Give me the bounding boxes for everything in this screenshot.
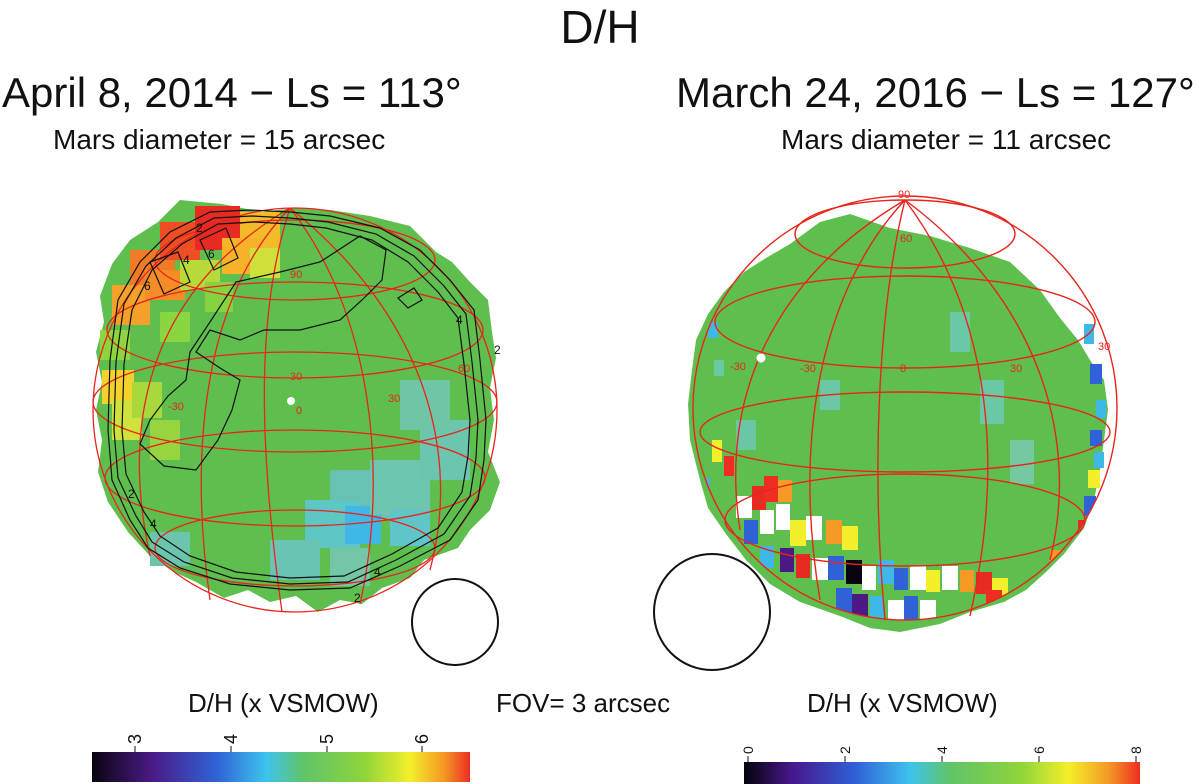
grid-label-0: 0	[900, 363, 906, 375]
contour-label-4-b: 4	[150, 517, 157, 531]
left-colorbar-gradient	[92, 752, 470, 782]
left-contour-labels: 2 6 4 6 2 4 4 2 4 2	[128, 221, 501, 605]
right-colorbar: 0 2 4 6 8	[740, 746, 1144, 784]
right-colorbar-tick-4: 4	[934, 746, 950, 754]
right-colorbar-tick-8: 8	[1128, 746, 1144, 754]
right-colorbar-gradient	[744, 762, 1140, 784]
grid-label-0: 0	[296, 405, 302, 417]
grid-label-90: 90	[290, 269, 302, 281]
grid-label-30-a: 30	[290, 371, 302, 383]
contour-label-4-a: 4	[183, 253, 190, 267]
left-fov-circle	[411, 578, 499, 666]
grid-label-30-b: 30	[388, 393, 400, 405]
contour-label-2-b: 2	[128, 487, 135, 501]
left-contours	[107, 209, 487, 591]
left-colorbar-tick-4: 4	[221, 734, 241, 744]
fov-label: FOV= 3 arcsec	[496, 688, 671, 718]
grid-label-m30: -30	[168, 401, 184, 413]
left-colorbar-tick-5: 5	[317, 734, 337, 744]
contour-label-2-c: 2	[354, 591, 361, 605]
contour-label-4-c: 4	[374, 565, 381, 579]
left-grid	[92, 207, 498, 613]
right-colorbar-tick-6: 6	[1031, 746, 1047, 754]
right-grid-labels: -30 -30 0 30 30 60 90	[730, 189, 1110, 375]
left-mars-map: 2 6 4 6 2 4 4 2 4 2 -30 0 30 30 60 90	[92, 200, 501, 613]
grid-label-60: 60	[900, 233, 912, 245]
contour-label-2-a: 2	[196, 221, 203, 235]
right-colorbar-label: D/H (x VSMOW)	[807, 688, 998, 718]
grid-label-30-b: 30	[1098, 341, 1110, 353]
contour-label-6-b: 6	[144, 279, 151, 293]
right-panel-date: March 24, 2016 − Ls = 127°	[676, 69, 1195, 116]
grid-label-30-a: 30	[1010, 363, 1022, 375]
left-colorbar: 3 4 5 6	[92, 734, 470, 782]
left-grid-labels: -30 0 30 30 60 90	[168, 269, 470, 417]
left-colorbar-label: D/H (x VSMOW)	[188, 688, 379, 718]
left-subobserver-point	[287, 397, 295, 405]
left-panel-date: April 8, 2014 − Ls = 113°	[2, 69, 462, 116]
left-colorbar-tick-3: 3	[125, 734, 145, 744]
main-title: D/H	[560, 1, 640, 53]
right-colorbar-tick-2: 2	[837, 746, 853, 754]
contour-label-2-d: 2	[494, 343, 501, 357]
right-panel-diameter: Mars diameter = 11 arcsec	[781, 124, 1112, 155]
grid-label-m30-b: -30	[800, 363, 816, 375]
left-colorbar-tick-6: 6	[412, 734, 432, 744]
right-colorbar-tick-0: 0	[740, 746, 756, 754]
contour-label-6-a: 6	[208, 247, 215, 261]
grid-label-60: 60	[458, 363, 470, 375]
right-fov-circle	[653, 553, 771, 671]
right-grid	[692, 195, 1118, 621]
grid-label-m30-a: -30	[730, 361, 746, 373]
grid-label-90: 90	[898, 189, 910, 201]
contour-label-4-d: 4	[456, 313, 463, 327]
left-panel-diameter: Mars diameter = 15 arcsec	[53, 124, 386, 155]
right-subobserver-point	[756, 353, 766, 363]
right-mars-map: -30 -30 0 30 30 60 90	[688, 189, 1118, 632]
